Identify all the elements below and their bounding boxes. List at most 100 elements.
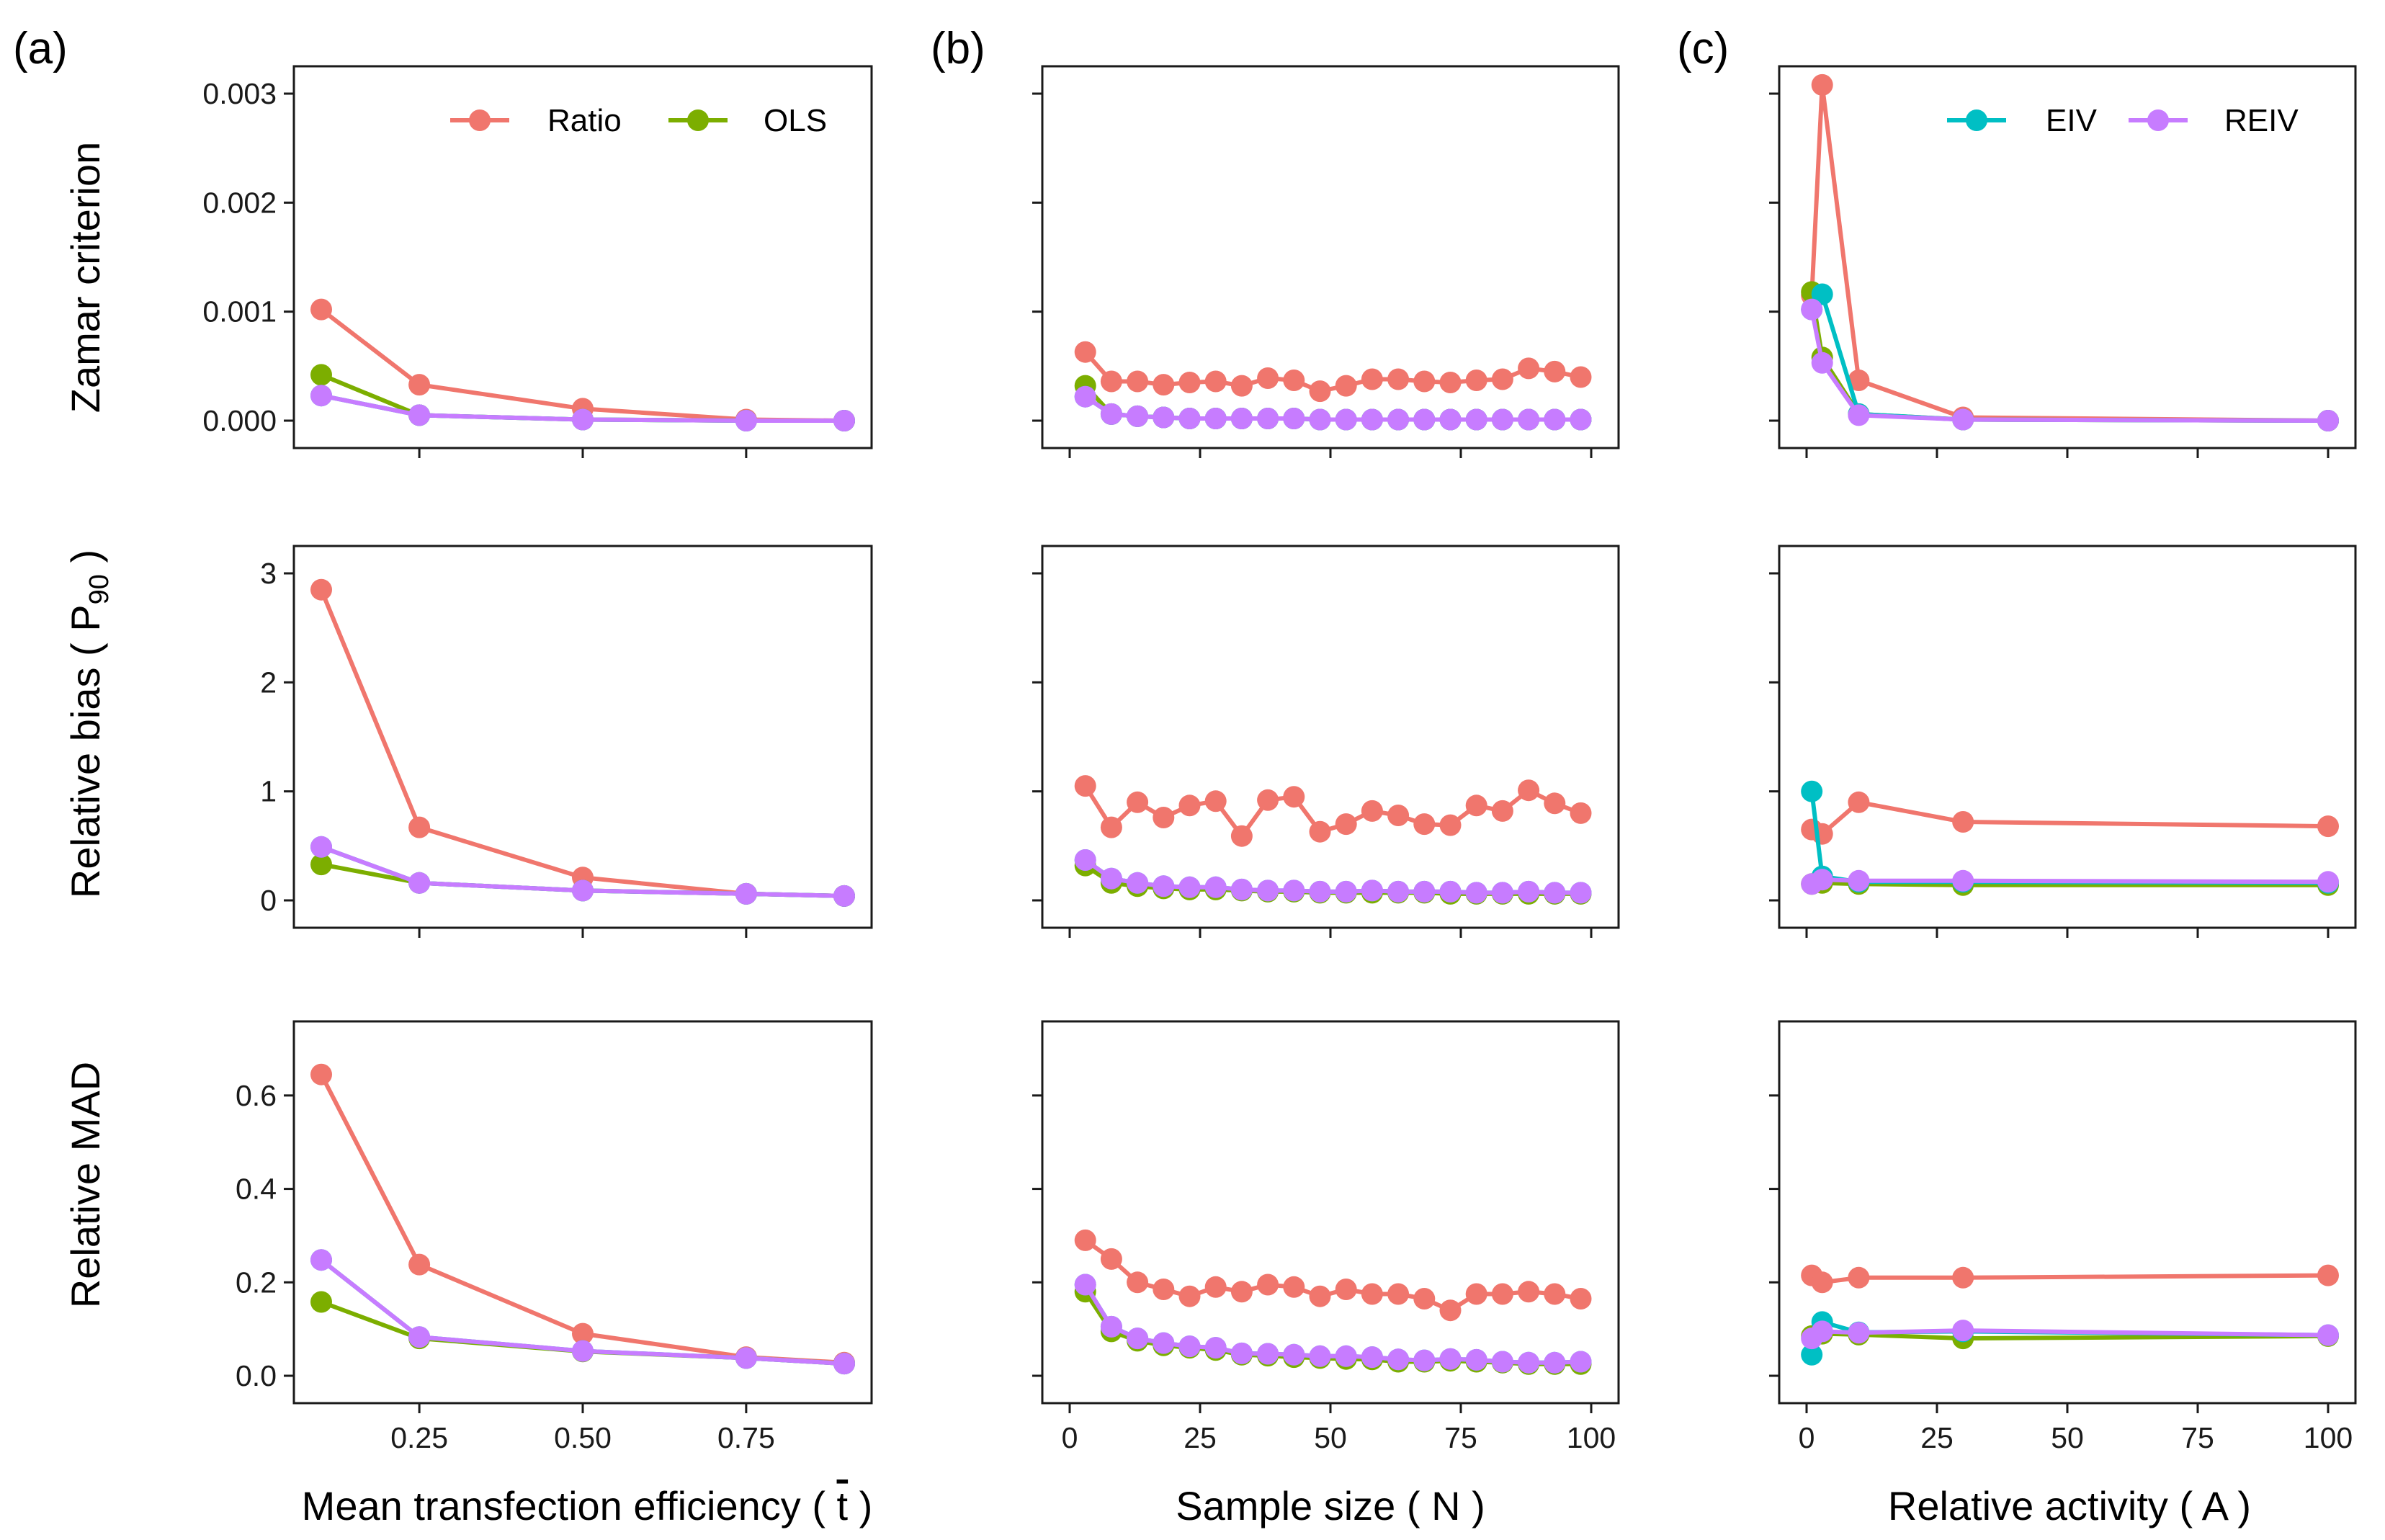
xlabel-sample-size: Sample size ( N ): [1176, 1483, 1485, 1528]
x-tick-label: 100: [1567, 1421, 1616, 1454]
point-ratio: [1153, 807, 1175, 828]
point-ratio: [1283, 1276, 1305, 1298]
point-ratio: [1848, 370, 1870, 391]
point-reiv: [1518, 880, 1540, 903]
point-reiv: [310, 836, 332, 858]
xlabel-transfection-symbol: t: [837, 1483, 849, 1528]
point-reiv: [1465, 408, 1487, 431]
series-group: [1801, 1264, 2339, 1366]
y-tick-label: 0.2: [236, 1266, 277, 1299]
y-tick-label: 0.4: [236, 1173, 277, 1206]
series-group: [1074, 1229, 1592, 1375]
point-reiv: [1491, 1351, 1513, 1373]
point-reiv: [735, 410, 757, 431]
point-ols: [310, 854, 332, 876]
y-tick-label: 0.0: [236, 1359, 277, 1392]
point-ratio: [1204, 790, 1227, 812]
x-tick-label: 75: [1444, 1421, 1477, 1454]
point-ratio: [1361, 1283, 1383, 1305]
point-ratio: [1570, 802, 1592, 824]
point-ratio: [408, 374, 431, 396]
point-reiv: [1283, 408, 1305, 429]
x-tick-label: 75: [2181, 1421, 2214, 1454]
x-tick-label: 0.25: [390, 1421, 448, 1454]
y-tick-label: 2: [260, 666, 277, 699]
point-ratio: [1178, 372, 1201, 393]
point-reiv: [1257, 1343, 1279, 1365]
point-reiv: [1387, 1348, 1410, 1371]
point-ratio: [1230, 375, 1253, 397]
series-group: [310, 298, 855, 431]
point-reiv: [1153, 875, 1175, 897]
point-ratio: [1100, 1248, 1122, 1270]
point-ratio: [310, 578, 332, 601]
point-eiv: [1801, 780, 1823, 802]
ylabel-bias-subscript: 90: [84, 574, 115, 604]
legend-ratio-label: Ratio: [547, 103, 622, 138]
panel-c-bias: [1769, 545, 2357, 938]
point-ratio: [1387, 368, 1410, 390]
point-ratio: [408, 816, 431, 838]
panel-tag-c: (c): [1677, 24, 1729, 73]
point-reiv: [1544, 1351, 1566, 1374]
point-ratio: [1811, 73, 1833, 96]
point-ratio: [1518, 1281, 1540, 1303]
legend-eiv-marker: [1966, 109, 1987, 131]
point-ratio: [1335, 1279, 1357, 1300]
series-group: [1074, 775, 1592, 905]
point-reiv: [1309, 1345, 1331, 1367]
point-reiv: [1544, 882, 1566, 904]
x-tick-label: 100: [2304, 1421, 2353, 1454]
point-reiv: [1230, 1342, 1253, 1364]
x-tick-label: 0.50: [554, 1421, 612, 1454]
point-ratio: [1570, 366, 1592, 388]
point-reiv: [408, 404, 431, 426]
point-ratio: [1491, 368, 1513, 390]
point-ratio: [1257, 789, 1279, 811]
point-reiv: [1283, 879, 1305, 902]
point-reiv: [1570, 882, 1592, 904]
point-reiv: [1257, 879, 1279, 902]
series-group: [310, 578, 855, 907]
x-tick-label: 0: [1062, 1421, 1078, 1454]
point-ratio: [1153, 1279, 1175, 1300]
point-ratio: [1544, 360, 1566, 382]
point-ratio: [572, 1322, 594, 1345]
point-reiv: [2317, 410, 2339, 431]
point-ratio: [1204, 370, 1227, 393]
point-ols: [310, 364, 332, 386]
point-reiv: [1952, 408, 1974, 431]
x-tick-label: 0.75: [717, 1421, 775, 1454]
y-tick-label: 3: [260, 557, 277, 590]
point-reiv: [833, 1353, 855, 1375]
ylabel-bias: Relative bias ( P90 ): [63, 550, 115, 898]
point-reiv: [1570, 1351, 1592, 1373]
point-reiv: [1811, 869, 1833, 891]
x-tick-label: 50: [2051, 1421, 2084, 1454]
point-reiv: [1439, 880, 1462, 903]
legend-ols-marker: [687, 109, 709, 131]
panel-a-zamar: 0.000 0.001 0.002 0.003: [202, 65, 873, 458]
point-ratio: [310, 1063, 332, 1085]
panel-tag-b: (b): [931, 24, 985, 73]
point-reiv: [1100, 403, 1122, 425]
point-ratio: [1491, 800, 1513, 822]
series-group: [1074, 341, 1592, 431]
legend-right: EIV REIV: [1947, 103, 2299, 138]
point-ratio: [1257, 1273, 1279, 1296]
plot-frame: [292, 65, 873, 449]
point-ratio: [1230, 1281, 1253, 1303]
point-reiv: [1361, 879, 1383, 902]
point-ratio: [1952, 1266, 1974, 1289]
point-reiv: [1335, 880, 1357, 903]
point-ratio: [1811, 1271, 1833, 1294]
point-reiv: [1491, 882, 1513, 904]
legend-eiv-label: EIV: [2046, 103, 2098, 138]
point-eiv: [1811, 283, 1833, 305]
point-reiv: [833, 410, 855, 431]
point-reiv: [1178, 408, 1201, 429]
panel-c-mad: 0 25 50 75 100: [1769, 1020, 2357, 1454]
point-ratio: [2317, 1264, 2339, 1286]
point-reiv: [1153, 1332, 1175, 1354]
y-tick-label: 0.002: [202, 186, 277, 219]
